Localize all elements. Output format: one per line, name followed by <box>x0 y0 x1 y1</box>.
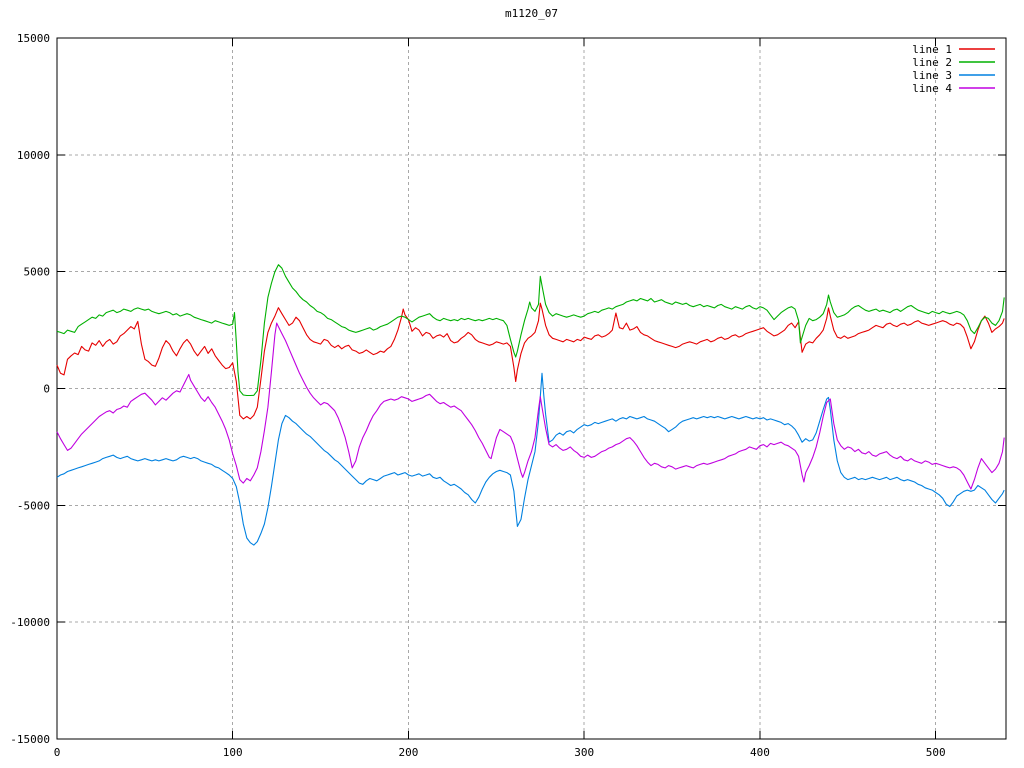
y-tick-label: 0 <box>43 383 50 396</box>
y-tick-label: 15000 <box>17 32 50 45</box>
x-tick-label: 0 <box>54 746 61 759</box>
chart-title: m1120_07 <box>505 7 558 20</box>
legend-label: line 3 <box>912 69 952 82</box>
tick-labels: -15000 -10000 -5000 0 5000 10000 15000 0 100 200 3… <box>10 32 945 759</box>
series-line-4 <box>56 322 1005 490</box>
y-tick-label: -5000 <box>17 499 50 512</box>
y-tick-label: -15000 <box>10 733 50 746</box>
legend-label: line 1 <box>912 43 952 56</box>
series-line-1 <box>56 302 1005 420</box>
x-tick-label: 500 <box>926 746 946 759</box>
y-tick-label: 5000 <box>24 266 51 279</box>
x-tick-label: 100 <box>223 746 243 759</box>
grid-lines <box>57 38 1006 739</box>
x-tick-label: 300 <box>574 746 594 759</box>
x-tick-label: 400 <box>750 746 770 759</box>
series-line-3 <box>56 372 1005 546</box>
y-tick-label: -10000 <box>10 616 50 629</box>
y-tick-label: 10000 <box>17 149 50 162</box>
legend-label: line 4 <box>912 82 952 95</box>
legend-label: line 2 <box>912 56 952 69</box>
series-line-2 <box>56 264 1005 397</box>
plot-border-and-ticks <box>56 37 1007 740</box>
x-tick-label: 200 <box>399 746 419 759</box>
